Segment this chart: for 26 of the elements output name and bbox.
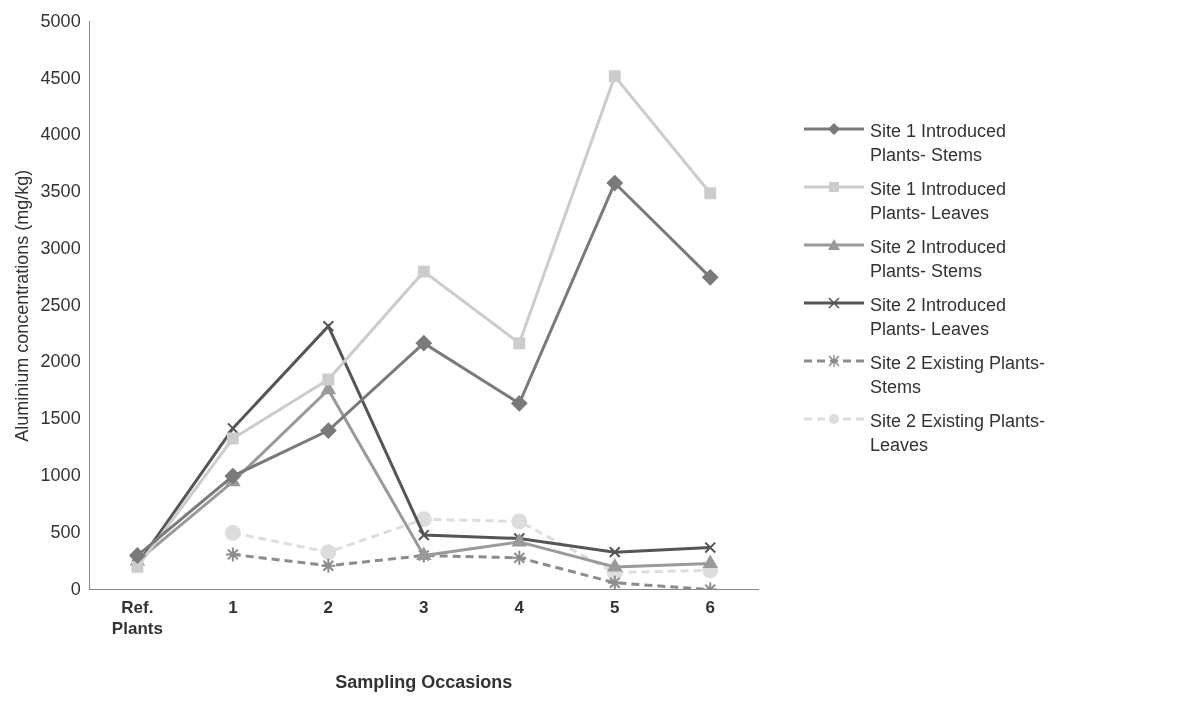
y-tick-label: 4000 bbox=[40, 124, 81, 145]
legend-label: Site 2 Introduced Plants- Leaves bbox=[870, 294, 1008, 341]
y-tick-label: 3000 bbox=[40, 237, 81, 258]
legend-label: Site 2 Existing Plants- Stems bbox=[870, 352, 1047, 399]
y-tick-label: 2000 bbox=[40, 351, 81, 372]
x-tick-label: 5 bbox=[610, 598, 620, 618]
x-axis-title: Sampling Occasions bbox=[335, 672, 513, 693]
y-tick-label: 500 bbox=[50, 521, 81, 542]
legend-label: Site 1 Introduced Plants- Stems bbox=[870, 120, 1008, 167]
y-tick-label: 1000 bbox=[40, 465, 81, 486]
legend-label: Site 1 Introduced Plants- Leaves bbox=[870, 178, 1008, 225]
y-tick-label: 1500 bbox=[40, 408, 81, 429]
y-tick-label: 4500 bbox=[40, 67, 81, 88]
x-tick-label: Ref. Plants bbox=[111, 598, 163, 638]
y-tick-label: 3500 bbox=[40, 181, 81, 202]
x-tick-label: 3 bbox=[419, 598, 429, 618]
x-tick-label: 1 bbox=[228, 598, 238, 618]
y-tick-label: 5000 bbox=[40, 10, 81, 31]
y-tick-label: 2500 bbox=[40, 294, 81, 315]
legend-label: Site 2 Existing Plants- Leaves bbox=[870, 410, 1047, 457]
legend-label: Site 2 Introduced Plants- Stems bbox=[870, 236, 1008, 283]
y-axis-title: Aluminium concentrations (mg/kg) bbox=[11, 169, 32, 442]
y-tick-label: 0 bbox=[70, 578, 81, 599]
x-tick-label: 2 bbox=[323, 598, 334, 618]
x-tick-label: 4 bbox=[514, 598, 525, 618]
x-tick-label: 6 bbox=[705, 598, 715, 618]
